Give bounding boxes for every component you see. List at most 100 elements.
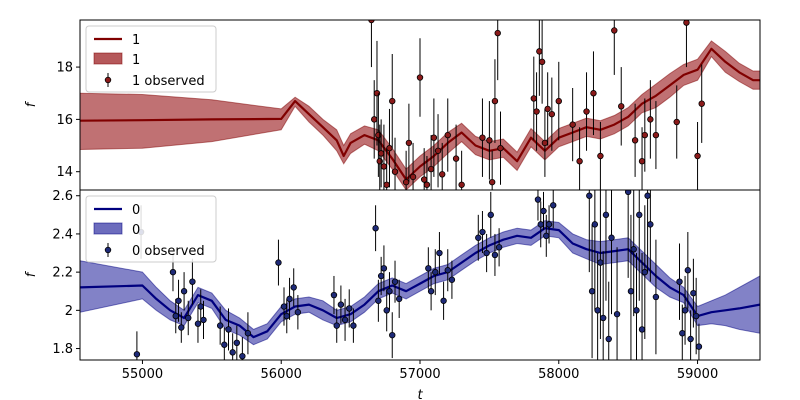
legend-box [85, 25, 217, 93]
data-marker [486, 137, 493, 144]
data-marker [594, 307, 601, 314]
observed-point [692, 277, 700, 355]
data-marker [380, 163, 388, 170]
observed-point [652, 239, 660, 355]
data-marker [197, 303, 204, 310]
observed-point [448, 260, 456, 299]
data-marker [375, 297, 382, 304]
observed-point [280, 287, 288, 326]
observed-point [536, 20, 543, 96]
data-marker [169, 268, 177, 276]
data-marker [605, 335, 612, 343]
observed-point [630, 190, 637, 317]
observed-point [599, 251, 607, 360]
observed-point [636, 190, 643, 301]
observed-point [333, 308, 340, 343]
observed-point [491, 59, 499, 143]
data-marker [341, 316, 349, 324]
data-marker [479, 228, 486, 236]
observed-point [444, 98, 451, 172]
confidence-band [80, 40, 760, 190]
data-marker [372, 225, 379, 232]
observed-point [389, 54, 396, 149]
observed-point [687, 310, 694, 360]
observed-point [494, 20, 501, 81]
data-marker [495, 244, 503, 251]
data-marker [611, 27, 618, 34]
data-marker [330, 291, 338, 299]
data-marker [586, 192, 593, 199]
observed-point [444, 249, 451, 292]
legend-label-band: 0 [132, 223, 140, 238]
data-marker [590, 90, 597, 97]
data-marker [283, 312, 290, 320]
x-tick-label: 56000 [261, 367, 302, 382]
data-marker [652, 131, 660, 139]
observed-point [330, 275, 338, 315]
observed-point [694, 122, 701, 190]
data-marker [647, 116, 654, 123]
legend-label-observed: 1 observed [132, 74, 205, 89]
data-marker [599, 314, 607, 322]
data-marker [533, 108, 540, 115]
data-marker [233, 339, 241, 347]
legend-marker-swatch [104, 76, 112, 84]
observed-point [427, 272, 435, 311]
model-line [80, 227, 760, 339]
observed-point [631, 103, 639, 177]
data-marker [569, 121, 576, 128]
data-marker [483, 249, 490, 257]
data-marker [239, 352, 246, 360]
bottom-panel: 1.8 2 2.2 2.4 2.6 f 55000 56000 57000 58000 59000 t… [24, 189, 761, 400]
data-marker [530, 95, 537, 102]
data-marker [491, 251, 499, 259]
observed-point [544, 72, 551, 146]
data-marker [491, 97, 499, 105]
observed-point [391, 260, 399, 303]
observed-point [337, 285, 345, 324]
observed-point [416, 38, 424, 117]
observed-point [350, 308, 357, 343]
observed-point [194, 304, 202, 343]
data-marker [591, 221, 599, 228]
data-marker [690, 289, 697, 297]
data-marker [458, 181, 465, 188]
data-marker [395, 295, 403, 303]
observed-point [380, 245, 388, 292]
data-marker [644, 192, 651, 199]
observed-point [409, 142, 417, 190]
observed-point [133, 331, 141, 360]
data-marker [692, 312, 700, 320]
y-tick-label: 14 [56, 165, 73, 180]
data-marker [178, 324, 185, 331]
observed-point [530, 56, 537, 141]
observed-point [200, 300, 207, 339]
legend-label-model: 1 [132, 33, 140, 48]
legend-box [85, 195, 217, 263]
data-marker [597, 152, 604, 160]
observed-point [452, 124, 460, 190]
y-tick-label: 18 [56, 61, 73, 76]
observed-point [389, 312, 396, 359]
x-tick-label: 55000 [122, 367, 163, 382]
data-marker [377, 150, 385, 157]
observed-point [683, 20, 690, 68]
y-tick-label: 2.2 [52, 266, 73, 281]
observed-point [479, 211, 486, 254]
data-marker [386, 144, 393, 152]
observed-point [425, 247, 432, 290]
data-marker [405, 139, 413, 147]
observed-point [548, 77, 556, 151]
data-marker [440, 297, 447, 304]
data-marker [275, 259, 282, 266]
data-marker [698, 100, 705, 107]
data-marker [452, 155, 460, 162]
data-marker [373, 90, 381, 97]
observed-point [346, 289, 353, 328]
observed-point [533, 72, 540, 151]
data-marker [225, 326, 232, 333]
observed-point [641, 98, 649, 172]
observed-point [244, 312, 252, 355]
data-marker [290, 284, 297, 291]
observed-point [377, 119, 385, 188]
